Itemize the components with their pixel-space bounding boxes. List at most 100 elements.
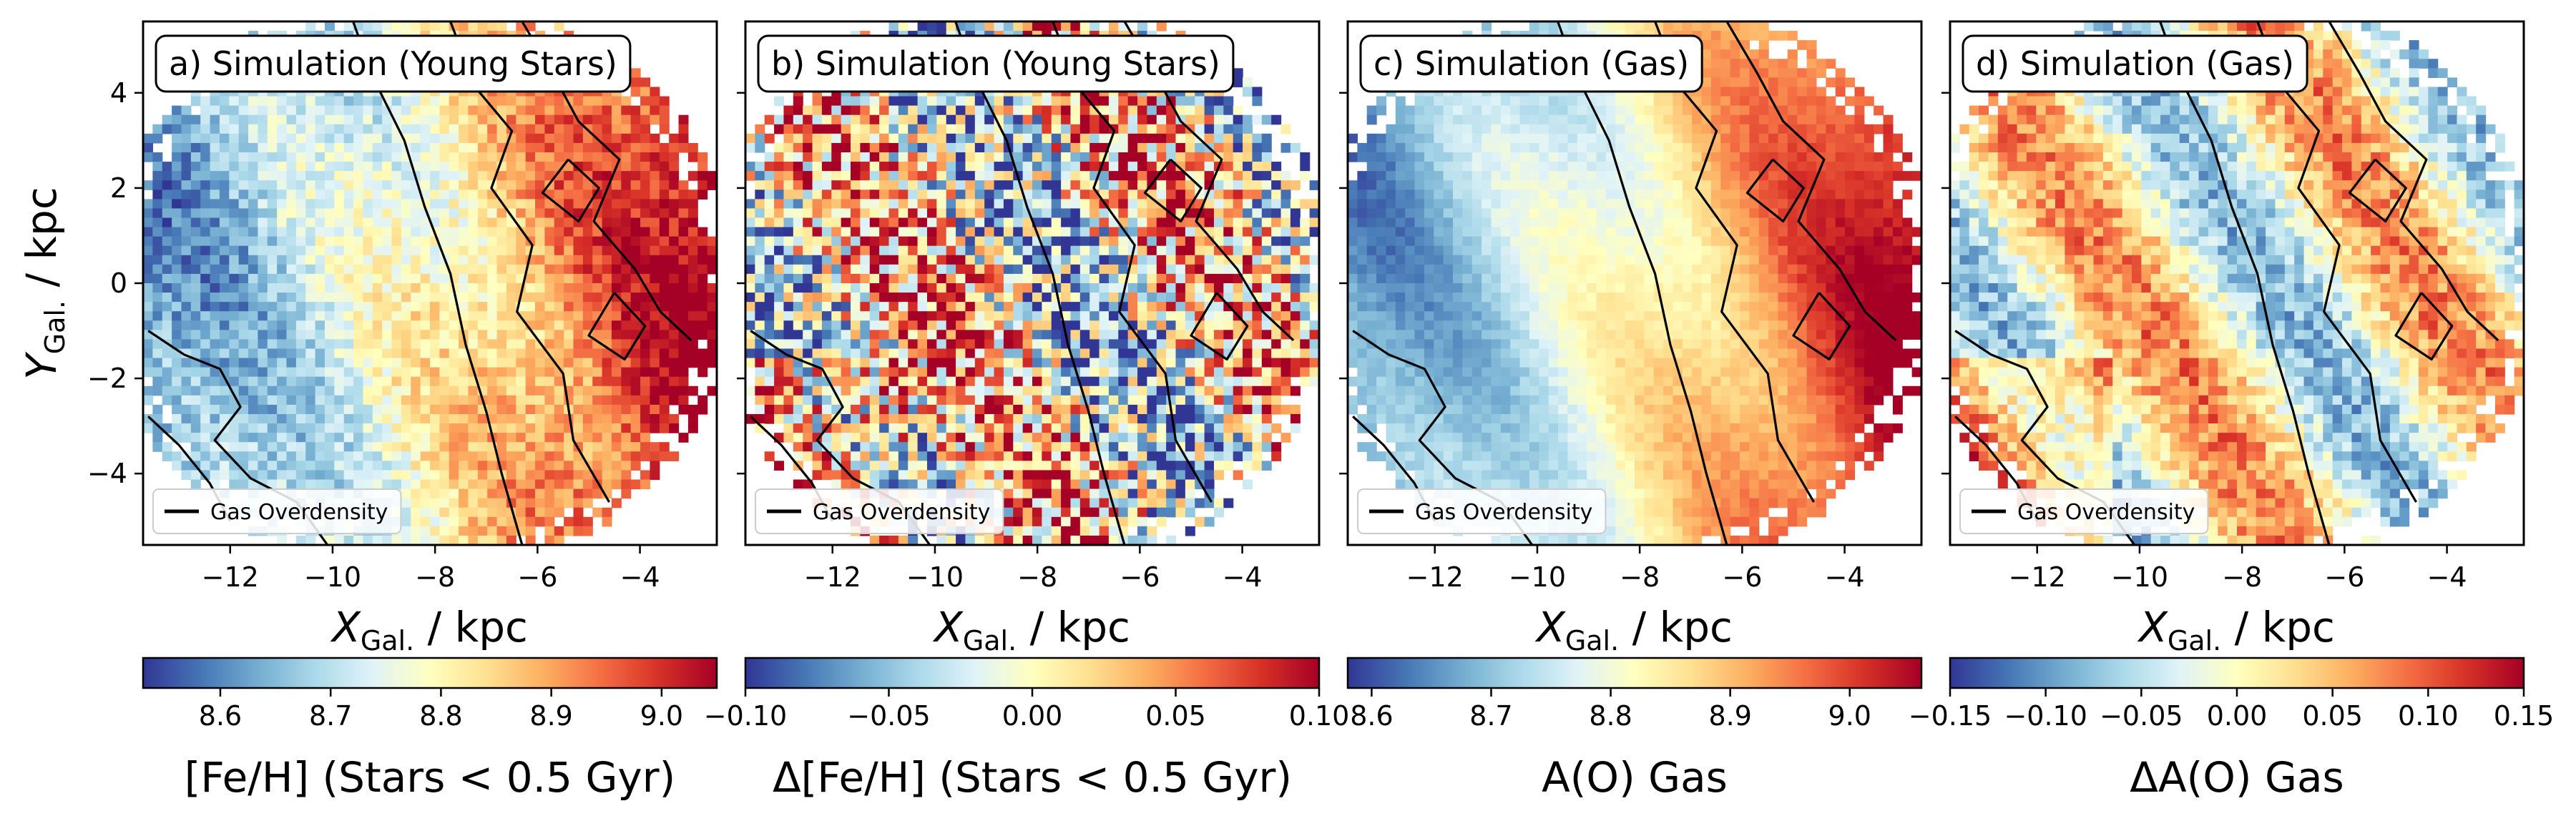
heatmap-cell	[1185, 162, 1195, 172]
heatmap-cell	[1223, 311, 1234, 321]
heatmap-cell	[1032, 190, 1042, 200]
heatmap-cell	[152, 320, 163, 330]
heatmap-cell	[1213, 227, 1224, 237]
heatmap-cell	[181, 199, 192, 210]
heatmap-cell	[926, 236, 937, 247]
heatmap-cell	[812, 180, 823, 190]
heatmap-cell	[640, 190, 651, 200]
heatmap-cell	[812, 367, 823, 378]
heatmap-cell	[678, 339, 689, 350]
heatmap-cell	[793, 199, 803, 210]
heatmap-cell	[258, 124, 268, 134]
heatmap-cell	[286, 190, 297, 200]
heatmap-cell	[1051, 142, 1062, 153]
heatmap-cell	[181, 133, 192, 144]
heatmap-cell	[582, 283, 593, 293]
heatmap-cell	[946, 320, 956, 330]
heatmap-cell	[305, 105, 316, 116]
heatmap-cell	[831, 283, 842, 293]
heatmap-cell	[630, 302, 641, 312]
heatmap-cell	[1223, 320, 1234, 330]
heatmap-cell	[324, 264, 335, 275]
heatmap-cell	[210, 283, 220, 293]
heatmap-cell	[353, 358, 364, 368]
heatmap-cell	[372, 376, 383, 387]
heatmap-cell	[592, 236, 603, 247]
heatmap-cell	[248, 124, 258, 134]
heatmap-cell	[315, 283, 325, 293]
heatmap-cell	[554, 320, 564, 330]
heatmap-cell	[687, 330, 698, 340]
heatmap-cell	[372, 162, 383, 172]
heatmap-cell	[382, 114, 393, 125]
heatmap-cell	[564, 142, 574, 153]
heatmap-cell	[401, 404, 411, 415]
heatmap-cell	[1127, 171, 1138, 181]
heatmap-cell	[477, 451, 488, 461]
heatmap-cell	[831, 255, 842, 265]
heatmap-cell	[190, 236, 201, 247]
heatmap-cell	[1243, 302, 1253, 312]
heatmap-cell	[851, 105, 861, 116]
heatmap-cell	[1166, 311, 1177, 321]
heatmap-cell	[564, 124, 574, 134]
heatmap-cell	[286, 479, 297, 490]
heatmap-cell	[152, 227, 163, 237]
heatmap-cell	[1223, 208, 1234, 219]
heatmap-cell	[190, 227, 201, 237]
heatmap-cell	[841, 367, 851, 378]
heatmap-cell	[774, 273, 785, 284]
heatmap-cell	[172, 414, 182, 424]
heatmap-cell	[343, 227, 354, 237]
heatmap-cell	[821, 133, 832, 144]
heatmap-cell	[678, 142, 689, 153]
heatmap-cell	[564, 152, 574, 162]
heatmap-cell	[650, 142, 660, 153]
heatmap-cell	[305, 376, 316, 387]
heatmap-cell	[573, 142, 584, 153]
heatmap-cell	[1213, 199, 1224, 210]
heatmap-cell	[219, 395, 230, 405]
heatmap-cell	[420, 255, 431, 265]
heatmap-cell	[449, 236, 459, 247]
heatmap-cell	[295, 461, 306, 471]
heatmap-cell	[602, 133, 612, 144]
heatmap-cell	[659, 330, 670, 340]
heatmap-cell	[879, 152, 890, 162]
heatmap-cell	[908, 190, 919, 200]
heatmap-cell	[764, 227, 775, 237]
heatmap-cell	[994, 162, 1004, 172]
heatmap-cell	[621, 330, 632, 340]
heatmap-cell	[841, 180, 851, 190]
heatmap-cell	[965, 21, 976, 31]
heatmap-cell	[535, 348, 545, 359]
heatmap-cell	[1195, 293, 1205, 303]
heatmap-cell	[1079, 236, 1090, 247]
heatmap-cell	[630, 283, 641, 293]
heatmap-cell	[745, 348, 755, 359]
heatmap-cell	[592, 114, 603, 125]
heatmap-cell	[1204, 255, 1215, 265]
heatmap-cell	[946, 142, 956, 153]
heatmap-cell	[229, 330, 240, 340]
heatmap-cell	[277, 227, 288, 237]
heatmap-cell	[391, 133, 402, 144]
heatmap-cell	[372, 199, 383, 210]
heatmap-cell	[477, 488, 488, 499]
heatmap-cell	[143, 311, 153, 321]
heatmap-cell	[1147, 339, 1157, 350]
heatmap-cell	[258, 171, 268, 181]
heatmap-cell	[611, 283, 622, 293]
heatmap-cell	[841, 96, 851, 107]
heatmap-cell	[803, 105, 813, 116]
heatmap-cell	[525, 96, 536, 107]
heatmap-cell	[582, 293, 593, 303]
heatmap-cell	[697, 152, 708, 162]
heatmap-cell	[343, 96, 354, 107]
heatmap-cell	[315, 339, 325, 350]
heatmap-cell	[430, 114, 440, 125]
heatmap-cell	[926, 227, 937, 237]
heatmap-cell	[946, 208, 956, 219]
heatmap-cell	[764, 180, 775, 190]
heatmap-cell	[1003, 273, 1014, 284]
